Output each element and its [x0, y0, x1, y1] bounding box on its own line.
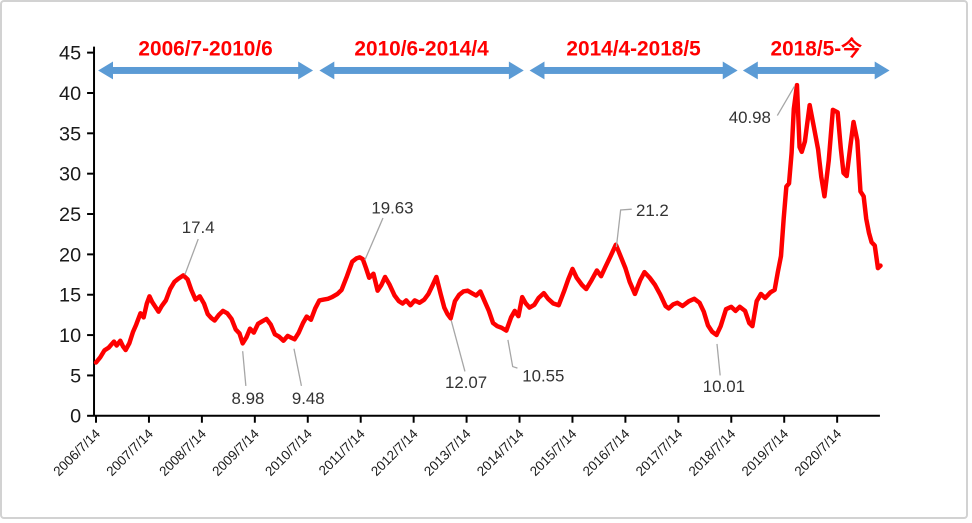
x-axis-tick-label: 2012/7/14 — [368, 426, 421, 479]
x-axis-tick-label: 2015/7/14 — [527, 426, 580, 479]
y-axis-tick-label: 0 — [70, 406, 81, 428]
annotation-leader-line — [615, 208, 632, 248]
arrow-right-head-icon — [508, 61, 524, 80]
annotation-value-label: 9.48 — [292, 389, 325, 408]
x-axis-tick-label: 2018/7/14 — [686, 426, 739, 479]
y-axis-tick-label: 40 — [59, 83, 81, 105]
y-axis-tick-label: 5 — [70, 365, 81, 387]
y-axis-tick-label: 20 — [59, 244, 81, 266]
x-axis-tick-label: 2008/7/14 — [156, 426, 209, 479]
x-axis-tick-label: 2016/7/14 — [580, 426, 633, 479]
x-axis-tick-label: 2019/7/14 — [739, 426, 792, 479]
annotation-leader-line — [450, 320, 466, 372]
annotation-leader-line — [776, 86, 795, 116]
y-axis-tick-label: 30 — [59, 164, 81, 186]
x-axis-tick-label: 2014/7/14 — [474, 426, 527, 479]
period-range-label: 2010/6-2014/4 — [354, 38, 489, 61]
x-axis-tick-label: 2009/7/14 — [209, 426, 262, 479]
x-axis-tick-label: 2011/7/14 — [316, 426, 368, 478]
arrow-right-head-icon — [874, 61, 890, 80]
arrow-right-head-icon — [298, 61, 314, 80]
period-arrow-shaft — [542, 66, 725, 74]
price-line-chart-canvas: 0 5 10 15 20 25 30 35 40 45 2006/7/14 2007/7/14 2008… — [50, 37, 890, 479]
period-range-label: 2014/4-2018/5 — [566, 38, 700, 61]
annotation-value-label: 21.2 — [636, 201, 669, 220]
annotation-leader-line — [242, 351, 247, 386]
y-axis-tick-label: 35 — [59, 123, 81, 145]
y-axis-tick-label: 10 — [59, 325, 81, 347]
y-axis-tick-label: 15 — [59, 285, 81, 307]
annotation-leader-line — [364, 217, 384, 261]
price-line-series — [93, 82, 883, 365]
annotation-value-label: 19.63 — [371, 199, 413, 218]
annotation-leader-line — [716, 343, 721, 376]
annotation-value-label: 17.4 — [182, 218, 215, 237]
x-axis-tick-label: 2020/7/14 — [792, 426, 845, 479]
y-axis-tick-label: 25 — [59, 204, 81, 226]
x-axis-tick-label: 2006/7/14 — [50, 426, 103, 479]
period-arrow-shaft — [111, 66, 301, 74]
arrow-left-head-icon — [529, 61, 545, 80]
annotation-value-label: 8.98 — [232, 389, 265, 408]
period-range-label: 2018/5-今 — [771, 37, 863, 61]
period-range-label: 2006/7-2010/6 — [138, 38, 272, 61]
x-axis-tick-label: 2013/7/14 — [421, 426, 474, 479]
x-axis-tick-label: 2010/7/14 — [262, 426, 315, 479]
y-axis-tick-label: 45 — [59, 43, 81, 65]
x-axis-tick-label: 2007/7/14 — [103, 426, 156, 479]
annotation-value-label: 10.55 — [522, 366, 564, 385]
period-arrow-shaft — [332, 66, 511, 74]
annotation-value-label: 10.01 — [703, 377, 745, 396]
annotation-leader-line — [293, 348, 303, 387]
annotation-leader-line — [184, 238, 199, 275]
arrow-left-head-icon — [319, 61, 335, 80]
annotation-value-label: 12.07 — [445, 373, 487, 392]
x-axis-tick-label: 2017/7/14 — [633, 426, 686, 479]
period-arrow-shaft — [755, 66, 877, 74]
annotation-leader-line — [507, 339, 518, 369]
arrow-left-head-icon — [742, 61, 758, 80]
arrow-left-head-icon — [98, 61, 114, 80]
annotation-value-label: 40.98 — [729, 108, 771, 127]
arrow-right-head-icon — [722, 61, 738, 80]
